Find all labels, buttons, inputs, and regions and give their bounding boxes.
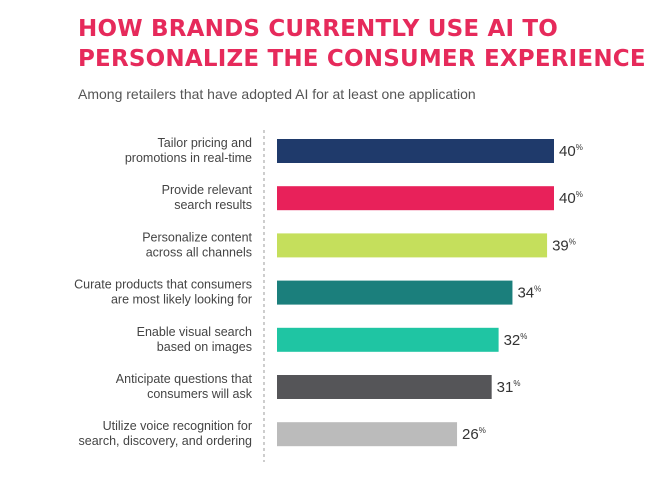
data-label: 40% (559, 190, 583, 207)
category-label: Anticipate questions that consumers will … (116, 372, 253, 401)
category-label: Provide relevant search results (162, 183, 253, 212)
data-label: 32% (504, 332, 528, 349)
chart-subtitle: Among retailers that have adopted AI for… (78, 86, 476, 102)
bar (277, 327, 499, 352)
bar (277, 422, 458, 447)
category-label: Curate products that consumers are most l… (74, 278, 252, 307)
data-label: 39% (552, 237, 576, 254)
category-label: Tailor pricing and promotions in real-tim… (125, 136, 252, 165)
bar (277, 233, 548, 258)
category-label: Personalize content across all channels (142, 230, 252, 259)
data-label: 40% (559, 143, 583, 160)
bar (277, 139, 554, 163)
category-label: Enable visual search based on images (137, 325, 252, 354)
chart-title: HOW BRANDS CURRENTLY USE AI TO PERSONALI… (78, 16, 646, 72)
data-label: 31% (497, 379, 521, 396)
bar (277, 375, 492, 399)
data-label: 34% (517, 285, 541, 302)
bar (277, 186, 554, 211)
data-label: 26% (462, 426, 486, 443)
bar (277, 280, 513, 305)
category-label: Utilize voice recognition for search, dis… (79, 419, 253, 448)
